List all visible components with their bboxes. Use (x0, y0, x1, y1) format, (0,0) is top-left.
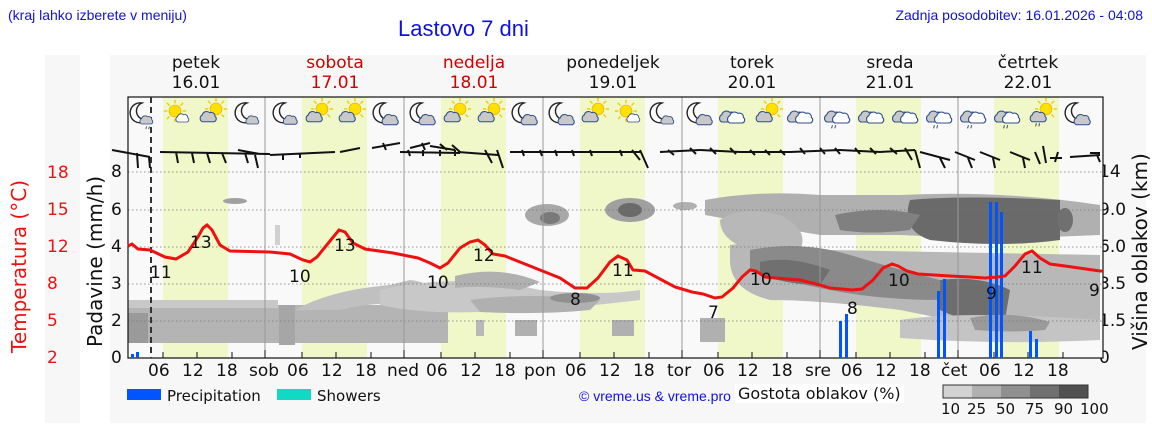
page-title: Lastovo 7 dni (398, 16, 529, 41)
x-tick-label: 12 (599, 361, 621, 381)
x-tick-label: 18 (633, 361, 655, 381)
x-tick-label: 18 (909, 361, 931, 381)
temp-tick: 8 (47, 274, 58, 294)
legend-precipitation-label: Precipitation (167, 387, 261, 405)
cloud-icon (891, 110, 919, 124)
x-tick-label: 06 (979, 361, 1001, 381)
svg-text:10: 10 (750, 270, 772, 290)
x-tick-marks (162, 350, 1064, 358)
cloud-height-tick: 3.5 (1099, 274, 1127, 294)
x-tick-label: 12 (1013, 361, 1035, 381)
cloud-height-tick: 0 (1099, 348, 1110, 368)
day-header: sobota 17.01 (306, 53, 364, 93)
x-tick-label: 06 (841, 361, 863, 381)
temp-tick: 18 (47, 163, 69, 183)
region-menu-hint[interactable]: (kraj lahko izberete v meniju) (8, 7, 187, 23)
x-tick-label: čet (941, 361, 968, 381)
temp-axis-panel (45, 55, 80, 423)
cloud-height-tick: 9.0 (1099, 200, 1127, 220)
svg-text:7: 7 (708, 303, 719, 323)
svg-text:8: 8 (847, 299, 858, 319)
precip-tick: 0 (111, 348, 122, 368)
x-tick-label: tor (667, 361, 692, 381)
credit-link[interactable]: © vreme.us & vreme.pro (579, 388, 731, 404)
cloud-icon (857, 110, 885, 124)
svg-text:13: 13 (190, 233, 212, 253)
x-tick-label: 06 (565, 361, 587, 381)
day-header: nedelja 18.01 (442, 53, 506, 93)
density-tick: 90 (1054, 400, 1074, 418)
temp-tick: 15 (47, 200, 69, 220)
legend-showers-label: Showers (317, 387, 381, 405)
density-tick: 100 (1080, 400, 1109, 418)
precip-tick: 8 (111, 162, 122, 182)
temperature-line (127, 223, 1103, 300)
svg-text:11: 11 (150, 263, 172, 283)
x-tick-label: sob (249, 361, 280, 381)
x-tick-label: 06 (287, 361, 309, 381)
grid-lines (128, 171, 1103, 322)
x-tick-label: 12 (182, 361, 204, 381)
svg-text:12: 12 (473, 246, 495, 266)
x-tick-label: 06 (703, 361, 725, 381)
temp-tick: 12 (47, 237, 69, 257)
x-tick-label: 18 (771, 361, 793, 381)
cloud-height-tick: 6.0 (1099, 237, 1127, 257)
precipitation-bars (131, 202, 1038, 358)
day-header: četrtek 22.01 (997, 53, 1059, 93)
x-tick-label: pon (524, 361, 556, 381)
cloud-density-label: Gostota oblakov (%) (735, 384, 904, 403)
temp-tick: 5 (47, 311, 58, 331)
cloud-height-tick: 14 (1099, 162, 1121, 182)
x-tick-label: 18 (216, 361, 238, 381)
svg-text:11: 11 (1021, 258, 1043, 278)
temp-tick: 2 (47, 348, 58, 368)
precip-tick: 4 (111, 237, 122, 257)
density-tick: 25 (967, 400, 987, 418)
x-tick-label: 18 (355, 361, 377, 381)
x-tick-label: 06 (426, 361, 448, 381)
svg-text:10: 10 (427, 273, 449, 293)
day-header: torek 20.01 (727, 53, 777, 93)
svg-text:8: 8 (570, 290, 581, 310)
temperature-labels: 11 13 10 13 10 12 8 11 7 10 8 10 9 11 9 (150, 233, 1100, 323)
x-tick-label: 18 (494, 361, 516, 381)
x-tick-label: 12 (737, 361, 759, 381)
density-tick: 10 (941, 400, 961, 418)
svg-text:13: 13 (334, 236, 356, 256)
day-header: petek 16.01 (171, 53, 221, 93)
x-tick-label: 12 (460, 361, 482, 381)
precip-tick: 3 (111, 274, 122, 294)
density-tick: 50 (996, 400, 1016, 418)
density-tick: 75 (1025, 400, 1045, 418)
cloud-icon (786, 110, 814, 124)
svg-text:11: 11 (612, 261, 634, 281)
x-tick-label: ned (387, 361, 420, 381)
svg-text:9: 9 (986, 284, 997, 304)
showers-swatch (277, 389, 311, 400)
cloud-density-scale (942, 384, 1089, 399)
cloud-height-tick: 1.5 (1099, 311, 1127, 331)
x-tick-label: 18 (1047, 361, 1069, 381)
svg-text:9: 9 (1089, 281, 1100, 301)
last-update-text: Zadnja posodobitev: 16.01.2026 - 04:08 (895, 7, 1143, 23)
svg-text:10: 10 (888, 271, 910, 291)
x-tick-label: sre (805, 361, 831, 381)
x-tick-label: 12 (875, 361, 897, 381)
day-header: ponedeljek 19.01 (566, 53, 660, 93)
day-separators (264, 97, 959, 358)
day-header: sreda 21.01 (865, 53, 915, 93)
cloud-icon (718, 110, 746, 124)
precipitation-swatch (127, 389, 161, 400)
x-tick-label: 12 (321, 361, 343, 381)
svg-text:10: 10 (289, 267, 311, 287)
precip-tick: 6 (111, 200, 122, 220)
x-tick-label: 06 (148, 361, 170, 381)
precip-tick: 2 (111, 311, 122, 331)
wind-barbs (111, 142, 1101, 169)
